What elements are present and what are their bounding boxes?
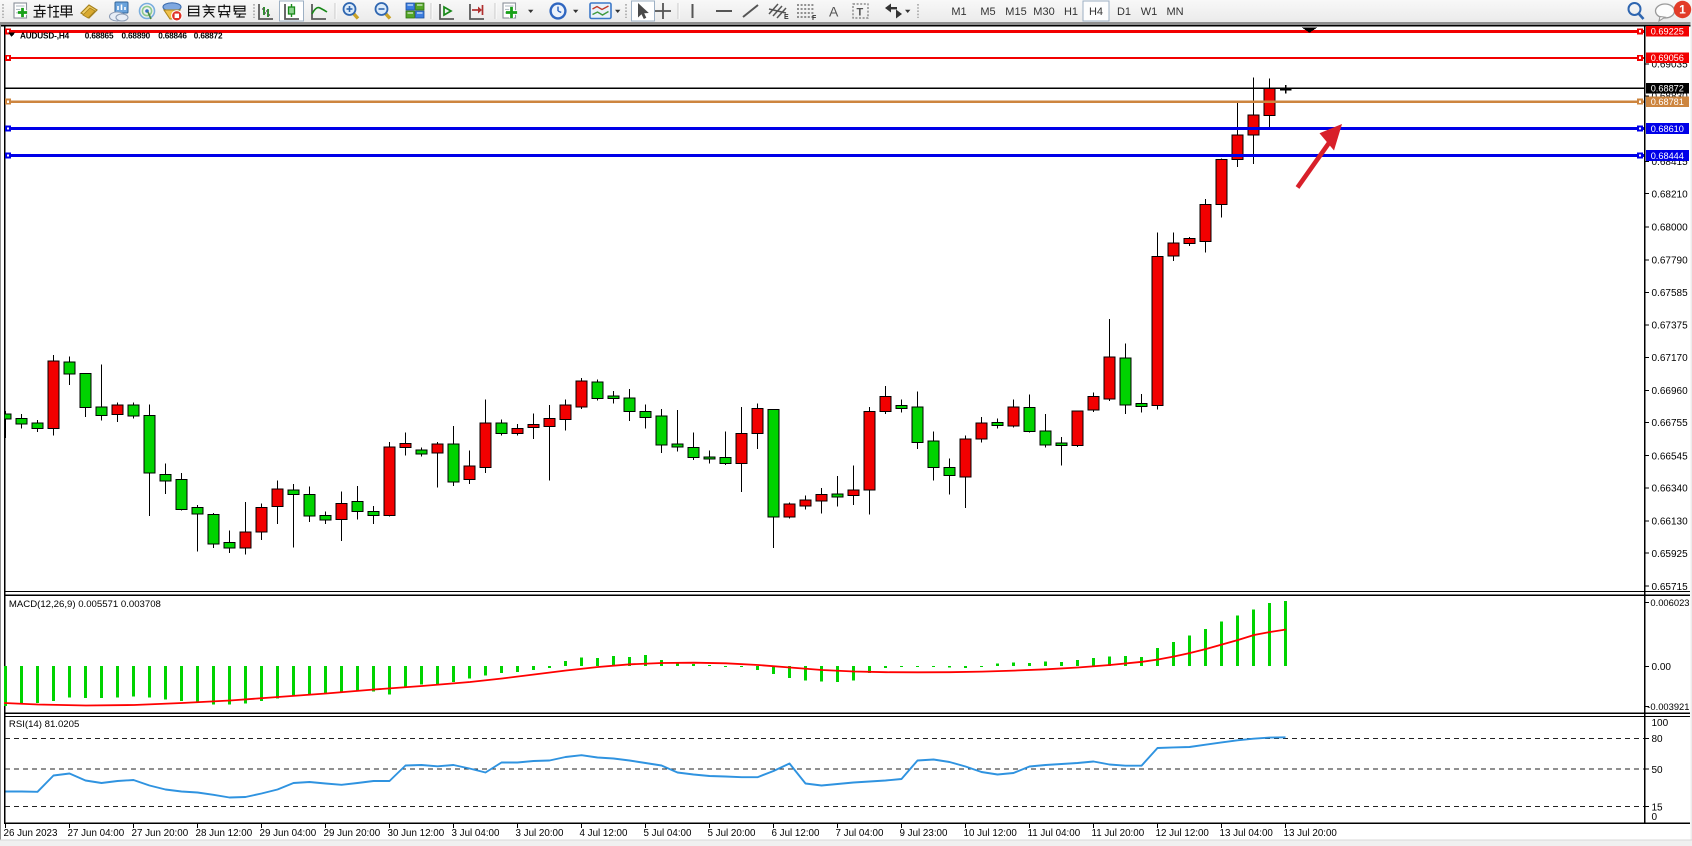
svg-text:H1: H1 <box>1064 6 1078 18</box>
svg-text:F: F <box>812 15 817 22</box>
svg-text:13 Jul 04:00: 13 Jul 04:00 <box>1220 828 1274 839</box>
svg-text:3 Jul 20:00: 3 Jul 20:00 <box>516 828 564 839</box>
svg-text:5 Jul 04:00: 5 Jul 04:00 <box>644 828 692 839</box>
svg-text:15: 15 <box>1652 803 1664 814</box>
svg-text:0.67375: 0.67375 <box>1652 321 1689 332</box>
svg-text:6 Jul 12:00: 6 Jul 12:00 <box>772 828 820 839</box>
svg-text:-0.003921: -0.003921 <box>1647 701 1689 712</box>
svg-text:29 Jun 20:00: 29 Jun 20:00 <box>324 828 381 839</box>
svg-text:13 Jul 20:00: 13 Jul 20:00 <box>1284 828 1338 839</box>
svg-text:RSI(14) 81.0205: RSI(14) 81.0205 <box>9 719 79 730</box>
svg-text:A: A <box>829 4 839 20</box>
svg-text:10 Jul 12:00: 10 Jul 12:00 <box>964 828 1018 839</box>
svg-text:E: E <box>784 14 789 21</box>
svg-text:0.68000: 0.68000 <box>1652 222 1689 233</box>
svg-text:5 Jul 20:00: 5 Jul 20:00 <box>708 828 756 839</box>
svg-text:0.65925: 0.65925 <box>1652 549 1689 560</box>
svg-text:0.006023: 0.006023 <box>1650 597 1689 608</box>
svg-text:9 Jul 23:00: 9 Jul 23:00 <box>900 828 948 839</box>
svg-text:0.68444: 0.68444 <box>1651 151 1684 161</box>
svg-text:30 Jun 12:00: 30 Jun 12:00 <box>388 828 445 839</box>
svg-text:12 Jul 12:00: 12 Jul 12:00 <box>1156 828 1210 839</box>
svg-text:0.68872: 0.68872 <box>1651 84 1684 94</box>
svg-text:0.68872: 0.68872 <box>194 31 223 40</box>
svg-text:100: 100 <box>1652 718 1669 729</box>
svg-text:0.68415: 0.68415 <box>1652 157 1689 168</box>
svg-text:80: 80 <box>1652 734 1664 745</box>
svg-text:MN: MN <box>1166 6 1183 18</box>
svg-text:H4: H4 <box>1089 6 1103 18</box>
svg-text:0.68890: 0.68890 <box>122 31 151 40</box>
svg-text:26 Jun 2023: 26 Jun 2023 <box>4 828 58 839</box>
svg-text:0.66545: 0.66545 <box>1652 451 1689 462</box>
svg-text:D1: D1 <box>1117 6 1131 18</box>
svg-text:11 Jul 20:00: 11 Jul 20:00 <box>1092 828 1145 839</box>
svg-text:27 Jun 20:00: 27 Jun 20:00 <box>132 828 189 839</box>
svg-text:0.66755: 0.66755 <box>1652 418 1689 429</box>
svg-text:0.68865: 0.68865 <box>85 31 114 40</box>
svg-text:0.66960: 0.66960 <box>1652 386 1689 397</box>
svg-text:0.68610: 0.68610 <box>1651 124 1684 134</box>
svg-text:M30: M30 <box>1033 6 1054 18</box>
svg-text:50: 50 <box>1652 765 1664 776</box>
svg-text:0.68210: 0.68210 <box>1652 189 1689 200</box>
svg-text:M5: M5 <box>980 6 995 18</box>
svg-text:3 Jul 04:00: 3 Jul 04:00 <box>452 828 500 839</box>
svg-text:4 Jul 12:00: 4 Jul 12:00 <box>580 828 628 839</box>
svg-text:0.67585: 0.67585 <box>1652 288 1689 299</box>
svg-text:0.66130: 0.66130 <box>1652 517 1689 528</box>
svg-text:27 Jun 04:00: 27 Jun 04:00 <box>68 828 125 839</box>
svg-text:0.65715: 0.65715 <box>1652 582 1689 593</box>
svg-text:AUDUSD-,H4: AUDUSD-,H4 <box>20 31 70 40</box>
svg-text:28 Jun 12:00: 28 Jun 12:00 <box>196 828 253 839</box>
svg-text:29 Jun 04:00: 29 Jun 04:00 <box>260 828 317 839</box>
svg-text:0: 0 <box>1652 812 1658 823</box>
svg-text:MACD(12,26,9) 0.005571 0.00370: MACD(12,26,9) 0.005571 0.003708 <box>9 599 161 610</box>
svg-text:M15: M15 <box>1005 6 1026 18</box>
svg-text:1: 1 <box>1679 3 1686 17</box>
svg-text:11 Jul 04:00: 11 Jul 04:00 <box>1028 828 1081 839</box>
svg-text:0.69035: 0.69035 <box>1652 59 1689 70</box>
svg-text:M1: M1 <box>951 6 966 18</box>
svg-text:0.67790: 0.67790 <box>1652 255 1689 266</box>
svg-text:0.00: 0.00 <box>1652 662 1672 673</box>
svg-text:0.69056: 0.69056 <box>1651 53 1684 63</box>
svg-text:0.68781: 0.68781 <box>1651 97 1684 107</box>
svg-text:T: T <box>857 7 864 19</box>
svg-text:0.66340: 0.66340 <box>1652 484 1689 495</box>
svg-text:7 Jul 04:00: 7 Jul 04:00 <box>836 828 884 839</box>
svg-text:0.67170: 0.67170 <box>1652 353 1689 364</box>
svg-text:0.68846: 0.68846 <box>158 31 187 40</box>
svg-text:W1: W1 <box>1141 6 1158 18</box>
svg-text:0.69225: 0.69225 <box>1651 27 1684 37</box>
